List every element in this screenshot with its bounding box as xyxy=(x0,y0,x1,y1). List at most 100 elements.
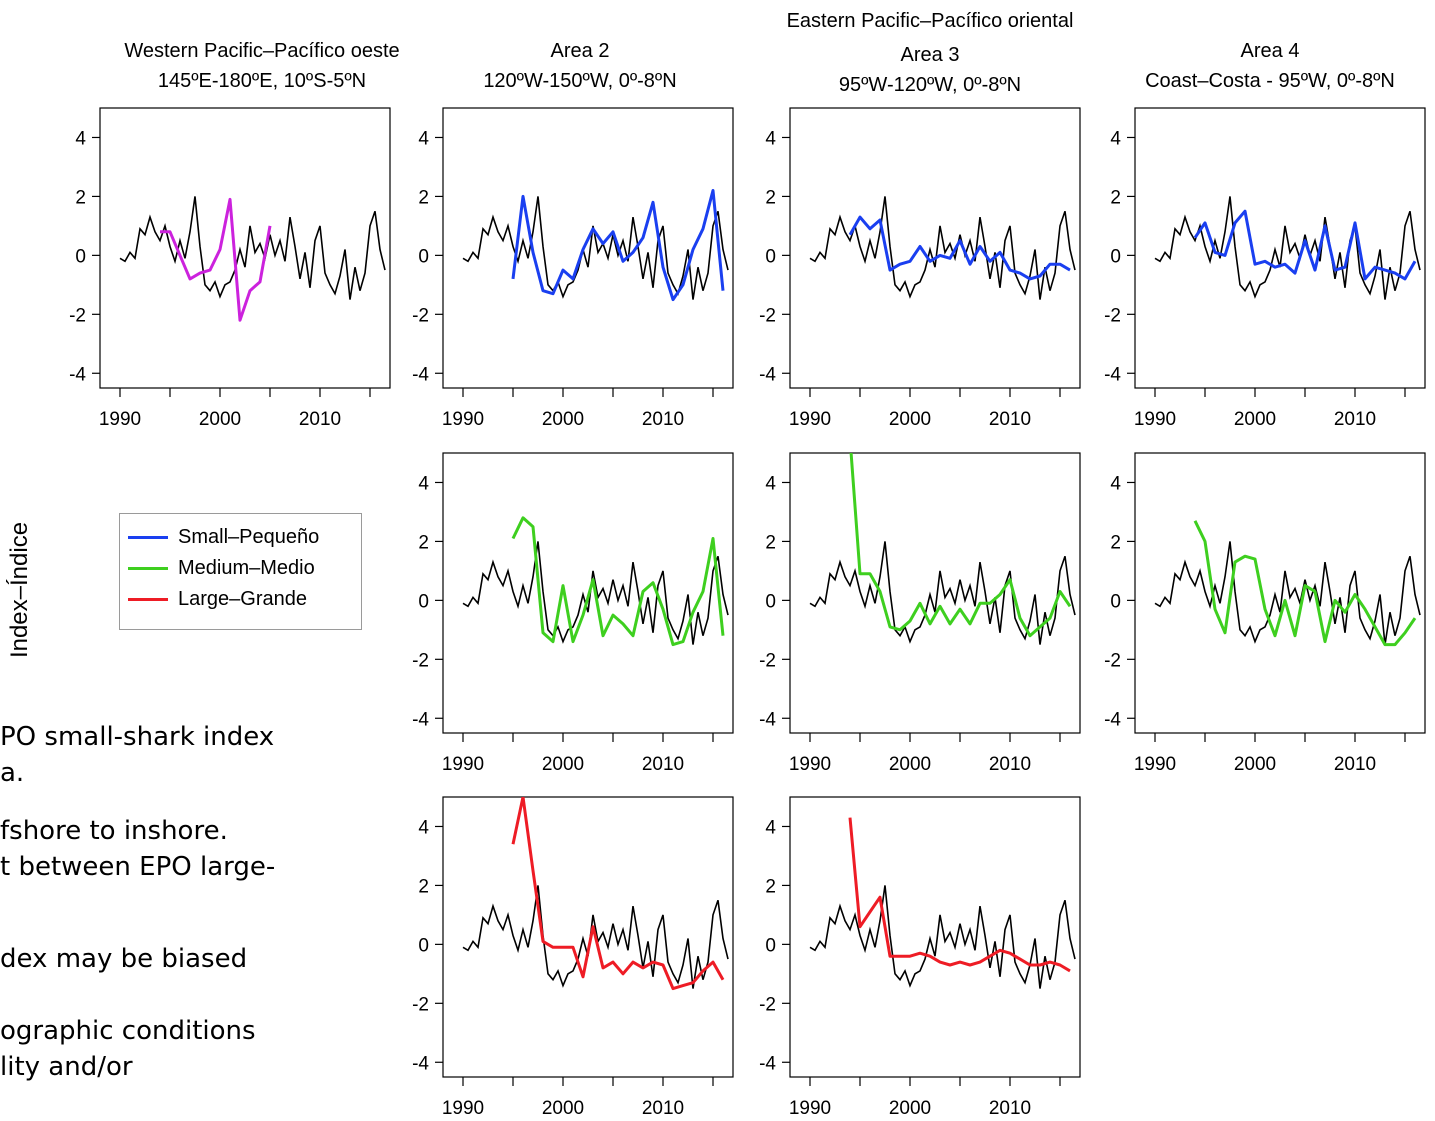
index-line xyxy=(462,196,729,300)
series-line xyxy=(1193,520,1417,647)
panel-area2-large: -4 -2 0 2 4 1990 2000 2010 xyxy=(412,796,734,1119)
x-tick-label: 2000 xyxy=(889,409,931,430)
y-tick-label: 0 xyxy=(75,246,86,267)
index-line xyxy=(462,541,729,645)
legend-swatch-large xyxy=(128,597,168,601)
x-tick-label: 1990 xyxy=(1134,754,1176,775)
series-line xyxy=(849,453,1072,638)
x-tick-label: 1990 xyxy=(789,754,831,775)
x-tick-label: 2000 xyxy=(199,409,241,430)
x-tick-label: 1990 xyxy=(442,409,484,430)
panel-area3-small: -4 -2 0 2 4 1990 2000 2010 xyxy=(759,107,1081,430)
y-tick-label: 4 xyxy=(1110,473,1121,494)
text-fragment-3: fshore to inshore. xyxy=(0,816,228,846)
y-tick-label: -2 xyxy=(412,305,429,326)
y-tick-label: -2 xyxy=(1104,650,1121,671)
plot-frame xyxy=(789,107,1081,389)
y-tick-label: -4 xyxy=(412,1053,429,1074)
y-tick-label: -4 xyxy=(1104,364,1121,385)
x-tick-label: 2000 xyxy=(542,1098,584,1119)
y-tick-label: 0 xyxy=(765,246,776,267)
index-line xyxy=(1154,196,1421,300)
panel-area4-medium: -4 -2 0 2 4 1990 2000 2010 xyxy=(1104,452,1426,775)
text-fragment-4: t between EPO large- xyxy=(0,852,276,882)
x-tick-label: 2010 xyxy=(1334,409,1376,430)
text-fragment-5: dex may be biased xyxy=(0,944,248,974)
x-tick-label: 2010 xyxy=(642,409,684,430)
series-line xyxy=(511,797,725,991)
legend: Small–Pequeño Medium–Medio Large–Grande xyxy=(119,513,362,630)
index-line xyxy=(1154,541,1421,645)
y-tick-label: -2 xyxy=(69,305,86,326)
x-tick-label: 2010 xyxy=(989,1098,1031,1119)
x-tick-label: 2010 xyxy=(642,754,684,775)
y-tick-label: 0 xyxy=(418,591,429,612)
y-tick-label: 2 xyxy=(418,532,429,553)
y-tick-label: 4 xyxy=(765,128,776,149)
y-tick-label: 4 xyxy=(1110,128,1121,149)
x-tick-label: 2010 xyxy=(299,409,341,430)
index-line xyxy=(809,196,1076,300)
y-tick-label: -2 xyxy=(759,305,776,326)
text-fragment-6: ographic conditions xyxy=(0,1016,256,1046)
plot-frame xyxy=(1134,452,1426,734)
x-tick-label: 1990 xyxy=(1134,409,1176,430)
x-tick-label: 2000 xyxy=(542,409,584,430)
x-tick-label: 2010 xyxy=(1334,754,1376,775)
y-tick-label: -4 xyxy=(412,709,429,730)
panel-area2-medium: -4 -2 0 2 4 1990 2000 2010 xyxy=(412,452,734,775)
x-tick-label: 2000 xyxy=(1234,409,1276,430)
y-tick-label: 4 xyxy=(418,128,429,149)
series-line xyxy=(1193,209,1417,281)
y-tick-label: -2 xyxy=(759,650,776,671)
panel-area3-large: -4 -2 0 2 4 1990 2000 2010 xyxy=(759,796,1081,1119)
legend-item-small: Small–Pequeño xyxy=(128,523,319,551)
y-tick-label: 0 xyxy=(1110,246,1121,267)
x-tick-label: 2010 xyxy=(989,409,1031,430)
y-tick-label: 2 xyxy=(75,187,86,208)
y-tick-label: 2 xyxy=(765,187,776,208)
area3-title-line1: Area 3 xyxy=(900,44,960,66)
x-tick-label: 2010 xyxy=(642,1098,684,1119)
plot-frame xyxy=(442,452,734,734)
y-tick-label: 4 xyxy=(418,817,429,838)
text-fragment-1: PO small-shark index xyxy=(0,722,275,752)
area3-title-line2: 95ºW-120ºW, 0º-8ºN xyxy=(838,74,1022,96)
area2-title-line1: Area 2 xyxy=(550,40,610,62)
x-tick-label: 2010 xyxy=(989,754,1031,775)
y-tick-label: -4 xyxy=(69,364,86,385)
plot-frame xyxy=(442,796,734,1078)
plot-frame xyxy=(442,107,734,389)
y-tick-label: 0 xyxy=(765,591,776,612)
y-tick-label: 2 xyxy=(765,532,776,553)
x-tick-label: 2000 xyxy=(542,754,584,775)
x-tick-label: 1990 xyxy=(99,409,141,430)
y-tick-label: 4 xyxy=(418,473,429,494)
y-tick-label: -2 xyxy=(412,650,429,671)
x-tick-label: 1990 xyxy=(442,1098,484,1119)
panel-area2-small: -4 -2 0 2 4 1990 2000 2010 xyxy=(412,107,734,430)
x-tick-label: 2000 xyxy=(889,754,931,775)
panel-area1-size: -4 -2 0 2 4 1990 2000 2010 xyxy=(69,107,391,430)
series-line xyxy=(160,197,272,322)
y-tick-label: 2 xyxy=(1110,532,1121,553)
text-fragment-2: a. xyxy=(0,758,25,788)
x-tick-label: 1990 xyxy=(789,1098,831,1119)
y-tick-label: 4 xyxy=(765,473,776,494)
panel-area3-medium: -4 -2 0 2 4 1990 2000 2010 xyxy=(759,452,1081,775)
y-tick-label: 0 xyxy=(418,935,429,956)
text-fragment-7: lity and/or xyxy=(0,1052,133,1082)
y-tick-label: 2 xyxy=(418,187,429,208)
y-tick-label: -4 xyxy=(759,1053,776,1074)
legend-label-small: Small–Pequeño xyxy=(178,525,320,548)
plot-frame xyxy=(789,452,1081,734)
plot-frame xyxy=(789,796,1081,1078)
y-tick-label: -4 xyxy=(412,364,429,385)
legend-item-medium: Medium–Medio xyxy=(128,554,315,582)
x-tick-label: 1990 xyxy=(789,409,831,430)
y-tick-label: 2 xyxy=(765,876,776,897)
y-tick-label: -2 xyxy=(1104,305,1121,326)
y-tick-label: -4 xyxy=(759,709,776,730)
area1-title-line1: Western Pacific–Pacífico oeste xyxy=(124,40,400,62)
y-tick-label: 4 xyxy=(75,128,86,149)
